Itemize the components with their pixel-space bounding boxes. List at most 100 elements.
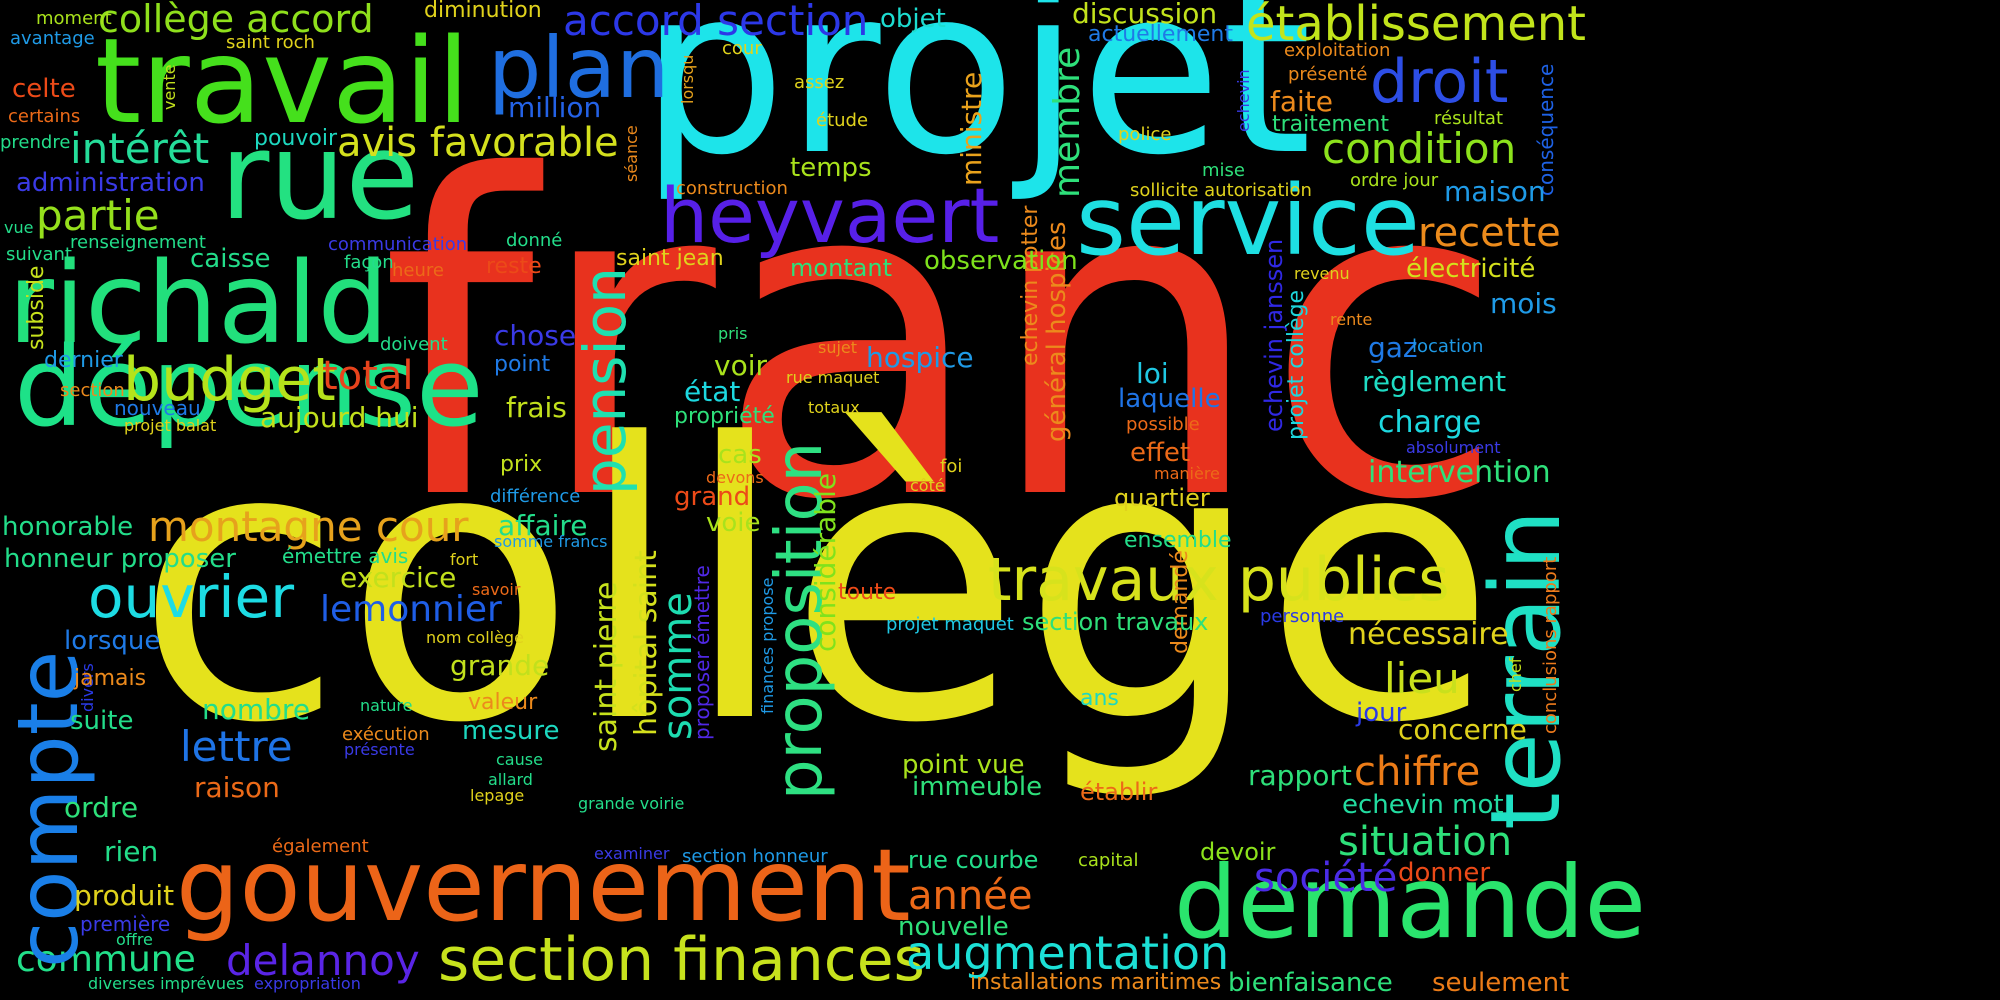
word-ordre: ordre [64,791,139,824]
word-observation: observation [924,246,1078,276]
word-interet: intérêt [70,124,210,173]
word-plan: plan [488,19,670,117]
word-demande: demande [1174,844,1647,961]
word-diverses-imprevues: diverses imprévues [88,974,245,993]
word-lorsque: lorsque [64,626,161,656]
word-personne: personne [1260,606,1345,627]
word-hospice: hospice [866,341,974,374]
word-chiffre: chiffre [1354,749,1481,795]
word-seulement: seulement [1432,968,1570,998]
word-echevin: echevin [1234,69,1253,132]
word-saint-roch: saint roch [226,32,315,53]
word-mois: mois [1490,287,1557,320]
word-total: total [322,353,414,399]
word-suivant: suivant [6,244,72,265]
word-rue-maquet: rue maquet [786,368,880,387]
word-aujourd-hui: aujourd hui [260,401,419,434]
word-terrain: service [1076,165,1420,277]
word-honorable: honorable [2,512,134,542]
word-laquelle: laquelle [1118,384,1221,414]
word-exercice: exercice [340,561,457,594]
word-delannoy: delannoy [226,936,420,985]
word-voir: voir [714,349,767,382]
word-recette: recette [1418,210,1561,256]
word-donne: donné [506,230,563,251]
word-projet-college: projet collège [1284,289,1309,440]
word-travaux-publics: travaux publics [988,545,1450,615]
word-immeuble: immeuble [912,772,1043,802]
word-ministre: ministre [955,71,988,186]
word-prendre: prendre [0,132,71,153]
word-jamais: jamais [74,666,147,691]
word-college: collège [135,363,1497,806]
word-renseignement: renseignement [70,232,206,253]
word-sujet: sujet [818,338,858,357]
word-valeur: valeur [468,690,538,715]
word-facon: façon [344,252,394,273]
word-lieu: lieu [1384,654,1460,703]
word-section: section [60,380,125,401]
word-etablissement: établissement [1246,0,1586,52]
word-seance: séance [622,125,641,182]
word-projet: projet [640,0,1312,206]
word-emettre-avis: émettre avis [282,544,409,568]
word-gouvernement: gouvernement [176,827,911,944]
word-rente: rente [1330,310,1373,329]
word-travail: travail [95,12,470,150]
word-egalement: également [272,836,369,857]
word-produit: produit [74,879,175,912]
word-assez: assez [794,72,845,93]
word-diminution: diminution [424,0,542,23]
word-certains: certains [8,106,81,127]
word-location: location [1412,336,1484,357]
word-echevin-potter: echevin potter [1018,205,1043,366]
word-pris: pris [718,324,748,343]
word-membre: membre [1047,46,1088,198]
word-fort: fort [450,550,479,569]
word-budget: budget [123,345,336,415]
word-million: million [508,91,602,124]
word-capital: capital [1078,850,1139,871]
word-celte: celte [12,74,76,104]
word-presente-2: présente [344,740,415,759]
word-etude: étude [816,110,869,131]
word-avis-favorable: avis favorable [337,120,619,166]
word-droit: droit [1370,47,1509,117]
word-saint-jean: saint jean [616,246,724,271]
word-doivent: doivent [380,334,448,355]
word-montant: montant [790,254,893,282]
word-temps: temps [790,153,872,183]
word-nouveau: nouveau [114,396,201,420]
word-montagne-cour: montagne cour [148,502,469,551]
word-echevin-mot: echevin mot [1342,790,1504,820]
word-etat: état [684,375,741,408]
word-mesure: mesure [462,716,560,746]
word-sollicite-autorisation: sollicite autorisation [1130,180,1312,201]
word-possible: possible [1126,414,1200,435]
word-examiner: examiner [594,844,670,863]
word-nom-college: nom collège [426,628,524,647]
word-situation: situation [1338,819,1513,865]
word-ordre-jour: ordre jour [1350,170,1439,191]
word-lorsqu: lorsqu [678,54,697,104]
word-savoir: savoir [472,580,521,599]
word-college-accord: collège accord [98,0,374,41]
word-caisse: caisse [190,244,271,274]
word-devoir: devoir [1200,838,1276,866]
word-cas: cas [718,440,762,470]
word-ouvrier: ouvrier [88,563,295,631]
word-conclusions-rapport: conclusions rapport [1540,556,1561,734]
word-demande-small: demandé [1168,550,1193,654]
word-exploitation: exploitation [1284,40,1391,61]
word-honneur-proposer: honneur proposer [4,544,236,574]
word-prix: prix [500,452,543,477]
word-gaz: gaz [1368,331,1418,364]
word-vente: vente [160,64,179,110]
word-moment: moment [36,8,112,29]
word-effet: effet [1130,438,1191,468]
word-execution: exécution [342,724,430,745]
word-toute: toute [838,580,897,605]
word-intervention: intervention [1368,455,1551,490]
word-difference: différence [490,486,581,507]
